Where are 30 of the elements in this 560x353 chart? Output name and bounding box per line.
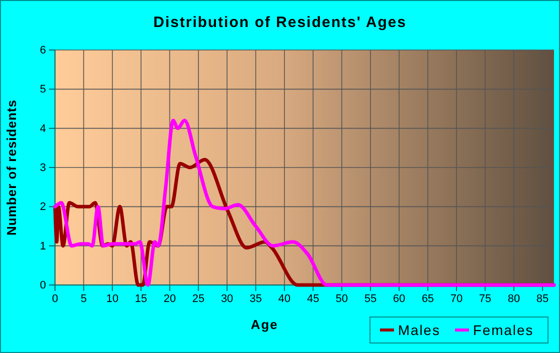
- x-tick-label: 40: [278, 292, 291, 305]
- x-tick-label: 15: [134, 292, 148, 305]
- legend-label: Females: [473, 322, 534, 338]
- x-tick-label: 5: [80, 292, 87, 305]
- x-tick-label: 0: [52, 292, 58, 305]
- x-tick-label: 30: [220, 292, 234, 305]
- x-tick-label: 55: [364, 292, 377, 305]
- x-tick-label: 50: [336, 292, 348, 305]
- y-tick-label: 1: [40, 240, 46, 252]
- x-tick-label: 20: [164, 292, 176, 305]
- x-tick-label: 65: [422, 292, 434, 305]
- x-axis-title: Age: [250, 317, 278, 332]
- x-tick-label: 45: [306, 292, 320, 305]
- x-tick-label: 25: [192, 292, 205, 305]
- y-tick-label: 3: [40, 162, 46, 174]
- y-axis-title: Number of residents: [4, 100, 19, 236]
- y-tick-label: 5: [40, 84, 46, 96]
- x-tick-label: 80: [508, 292, 520, 305]
- legend-label: Males: [398, 322, 440, 338]
- x-tick-label: 70: [450, 292, 463, 305]
- y-tick-label: 0: [40, 280, 46, 292]
- y-tick-label: 4: [40, 122, 46, 135]
- y-tick-label: 2: [40, 201, 46, 214]
- x-tick-label: 85: [536, 292, 549, 305]
- x-tick-label: 35: [250, 292, 262, 305]
- x-tick-label: 75: [479, 292, 492, 305]
- y-tick-label: 6: [40, 44, 46, 57]
- x-tick-label: 60: [393, 292, 406, 305]
- chart-title: Distribution of Residents' Ages: [153, 14, 407, 31]
- x-tick-label: 10: [106, 292, 118, 305]
